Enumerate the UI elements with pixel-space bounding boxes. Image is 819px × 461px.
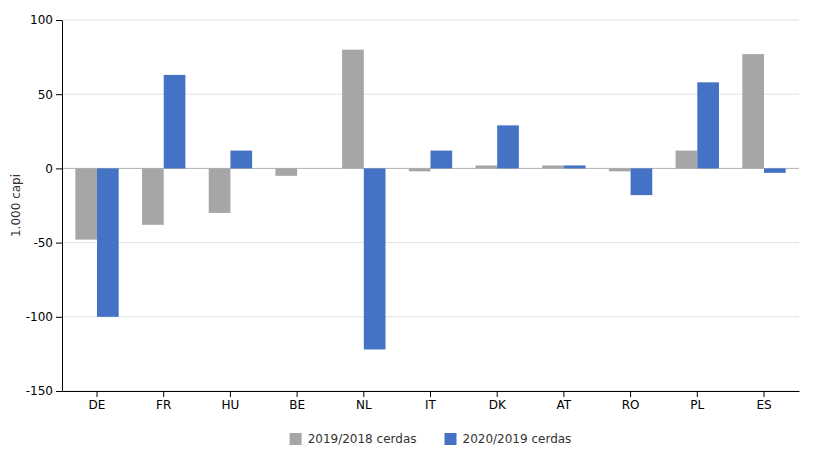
bar: [275, 168, 297, 175]
y-tick-mark: [56, 94, 62, 95]
bars: [75, 50, 785, 350]
bar: [564, 165, 586, 168]
y-tick-label: -150: [26, 384, 53, 398]
x-tick-label: PL: [690, 398, 704, 412]
bar: [697, 82, 719, 168]
bar: [497, 125, 519, 168]
y-axis-line: [62, 21, 63, 392]
bar-series: [97, 75, 786, 350]
y-axis: -150 -100 -50 0 50 100: [26, 13, 63, 398]
bar: [209, 168, 231, 213]
x-axis: DE FR HU BE NL IT DK AT RO PL ES: [63, 391, 800, 412]
bar: [297, 168, 319, 169]
bar: [230, 151, 252, 169]
plot-area: -150 -100 -50 0 50 100 DE FR HU BE NL IT DK AT RO PL ES: [26, 13, 800, 411]
y-tick-mark: [56, 20, 62, 21]
bar: [164, 75, 186, 168]
bar: [764, 168, 786, 172]
x-tick-mark: [363, 391, 364, 397]
bar: [142, 168, 164, 224]
x-tick: HU: [222, 391, 240, 412]
y-tick: -100: [26, 310, 62, 324]
grid-line: [62, 242, 799, 243]
grid: [62, 20, 799, 391]
y-tick: 0: [45, 162, 62, 176]
x-tick-label: NL: [356, 398, 372, 412]
x-tick: ES: [756, 391, 771, 412]
legend-item: 2020/2019 cerdas: [445, 432, 572, 446]
bar: [742, 54, 764, 168]
x-tick: NL: [356, 391, 372, 412]
x-tick-label: DE: [89, 398, 106, 412]
legend-swatch: [290, 433, 302, 445]
x-tick-label: HU: [222, 398, 240, 412]
x-tick-mark: [763, 391, 764, 397]
grid-line: [62, 316, 799, 317]
y-tick-mark: [56, 243, 62, 244]
y-tick: 100: [30, 13, 62, 27]
bar: [75, 168, 97, 239]
y-tick: 50: [38, 88, 62, 102]
x-tick-mark: [163, 391, 164, 397]
x-tick-label: RO: [622, 398, 640, 412]
y-axis-title: 1.000 capi: [9, 174, 23, 237]
x-tick-label: AT: [557, 398, 572, 412]
x-tick-label: FR: [156, 398, 171, 412]
y-tick-label: 50: [38, 88, 53, 102]
y-tick-mark: [56, 317, 62, 318]
y-tick-mark: [56, 168, 62, 169]
y-tick-label: 100: [30, 13, 53, 27]
bar: [364, 168, 386, 349]
bar-series: [75, 50, 764, 240]
y-tick: -150: [26, 384, 62, 398]
x-tick-mark: [697, 391, 698, 397]
legend-item: 2019/2018 cerdas: [290, 432, 417, 446]
legend: 2019/2018 cerdas 2020/2019 cerdas: [290, 432, 572, 446]
x-tick-mark: [97, 391, 98, 397]
x-tick: DK: [489, 391, 507, 412]
x-tick: BE: [289, 391, 305, 412]
chart-svg: -150 -100 -50 0 50 100 DE FR HU BE NL IT DK AT RO PL ES 1…: [0, 0, 819, 461]
y-tick: -50: [33, 236, 62, 250]
chart-container: -150 -100 -50 0 50 100 DE FR HU BE NL IT DK AT RO PL ES 1…: [0, 0, 819, 461]
x-tick-mark: [563, 391, 564, 397]
y-tick-label: 0: [45, 162, 53, 176]
bar: [676, 151, 698, 169]
x-tick-mark: [430, 391, 431, 397]
x-tick: PL: [690, 391, 704, 412]
bar: [342, 50, 364, 169]
x-tick-mark: [630, 391, 631, 397]
legend-label: 2019/2018 cerdas: [308, 432, 417, 446]
x-tick-label: IT: [425, 398, 437, 412]
x-tick: FR: [156, 391, 171, 412]
legend-label: 2020/2019 cerdas: [463, 432, 572, 446]
bar: [542, 165, 564, 168]
x-tick-label: DK: [489, 398, 507, 412]
x-tick: DE: [89, 391, 106, 412]
bar: [609, 168, 631, 171]
x-tick-mark: [497, 391, 498, 397]
bar: [409, 168, 431, 171]
grid-line: [62, 20, 799, 21]
y-tick-mark: [56, 391, 62, 392]
x-tick-label: BE: [289, 398, 305, 412]
bar: [97, 168, 119, 316]
legend-swatch: [445, 433, 457, 445]
y-tick-label: -50: [33, 236, 53, 250]
y-tick-label: -100: [26, 310, 53, 324]
x-tick-mark: [297, 391, 298, 397]
x-tick: IT: [425, 391, 437, 412]
bar: [431, 151, 453, 169]
bar: [631, 168, 653, 195]
x-tick-label: ES: [756, 398, 771, 412]
x-tick: RO: [622, 391, 640, 412]
bar: [476, 165, 498, 168]
x-tick-mark: [230, 391, 231, 397]
x-tick: AT: [557, 391, 572, 412]
